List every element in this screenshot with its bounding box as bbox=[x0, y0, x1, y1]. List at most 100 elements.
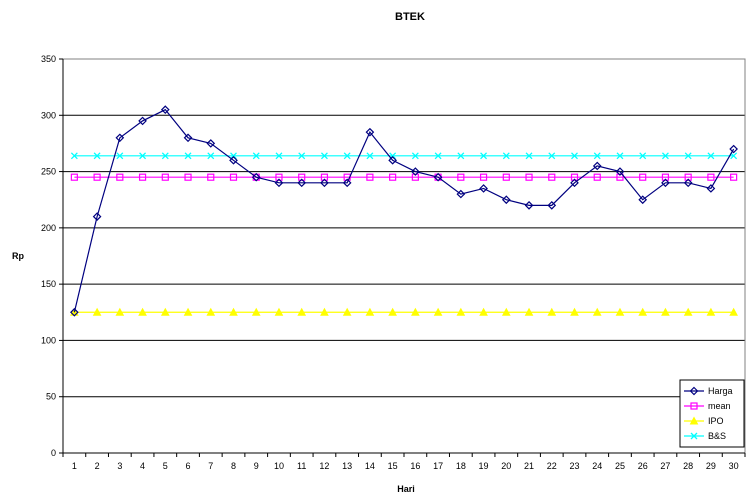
data-point-ipo bbox=[274, 307, 284, 316]
x-tick-label: 20 bbox=[501, 461, 511, 471]
x-tick-label: 10 bbox=[274, 461, 284, 471]
data-point-b-s bbox=[707, 152, 715, 160]
data-point-harga bbox=[297, 178, 307, 188]
x-tick-label: 30 bbox=[729, 461, 739, 471]
y-axis-label: Rp bbox=[12, 251, 24, 261]
x-tick-label: 21 bbox=[524, 461, 534, 471]
legend-label: B&S bbox=[708, 431, 726, 441]
data-point-mean bbox=[184, 173, 192, 181]
data-point-harga bbox=[274, 178, 284, 188]
data-point-harga bbox=[729, 144, 738, 154]
legend-item-harga: Harga bbox=[684, 386, 733, 396]
y-tick-label: 50 bbox=[46, 392, 56, 402]
data-point-mean bbox=[229, 173, 238, 181]
x-tick-label: 16 bbox=[410, 461, 420, 471]
data-point-ipo bbox=[433, 307, 443, 316]
legend-label: mean bbox=[708, 401, 731, 411]
x-tick-label: 12 bbox=[319, 461, 329, 471]
data-point-ipo bbox=[206, 307, 216, 316]
legend-marker bbox=[689, 416, 699, 425]
legend-item-ipo: IPO bbox=[684, 416, 724, 426]
data-point-mean bbox=[479, 173, 488, 181]
data-point-ipo bbox=[683, 307, 693, 316]
data-point-b-s bbox=[343, 152, 351, 160]
data-point-mean bbox=[730, 173, 738, 181]
data-point-mean bbox=[707, 173, 715, 181]
data-point-ipo bbox=[365, 307, 375, 316]
legend-item-b-s: B&S bbox=[684, 431, 726, 441]
legend-marker bbox=[690, 402, 698, 410]
data-point-mean bbox=[457, 173, 465, 181]
data-point-ipo bbox=[570, 307, 579, 316]
data-point-ipo bbox=[160, 307, 170, 316]
series-b-s bbox=[70, 152, 738, 160]
data-point-mean bbox=[616, 173, 624, 181]
data-point-harga bbox=[229, 155, 238, 165]
data-point-ipo bbox=[547, 307, 557, 316]
data-point-harga bbox=[92, 212, 102, 221]
data-point-b-s bbox=[593, 152, 601, 160]
data-point-ipo bbox=[297, 307, 307, 316]
data-point-harga bbox=[138, 116, 147, 126]
data-point-mean bbox=[661, 173, 670, 181]
x-tick-label: 27 bbox=[660, 461, 670, 471]
x-tick-label: 22 bbox=[547, 461, 557, 471]
data-point-mean bbox=[275, 173, 283, 181]
data-point-mean bbox=[684, 173, 692, 181]
series-mean bbox=[70, 173, 738, 181]
x-tick-label: 25 bbox=[615, 461, 625, 471]
legend: Harga mean IPO B&S bbox=[679, 379, 745, 448]
y-tick-label: 250 bbox=[41, 167, 56, 177]
data-point-ipo bbox=[411, 307, 420, 316]
x-tick-label: 18 bbox=[456, 461, 466, 471]
x-tick-label: 13 bbox=[342, 461, 352, 471]
x-tick-label: 24 bbox=[592, 461, 602, 471]
data-point-harga bbox=[570, 178, 579, 188]
x-tick-label: 8 bbox=[231, 461, 236, 471]
data-point-ipo bbox=[320, 307, 329, 316]
data-point-b-s bbox=[730, 152, 738, 160]
data-point-harga bbox=[342, 178, 352, 188]
x-tick-label: 11 bbox=[297, 461, 306, 471]
data-point-harga bbox=[501, 195, 511, 205]
data-point-harga bbox=[615, 167, 625, 176]
y-tick-label: 350 bbox=[41, 54, 56, 64]
data-point-b-s bbox=[252, 152, 260, 160]
data-point-b-s bbox=[139, 152, 147, 160]
x-tick-label: 3 bbox=[117, 461, 122, 471]
data-point-harga bbox=[661, 178, 670, 188]
data-point-harga bbox=[479, 184, 488, 193]
x-tick-label: 2 bbox=[95, 461, 100, 471]
data-point-b-s bbox=[230, 152, 237, 160]
data-point-harga bbox=[456, 189, 466, 199]
data-point-ipo bbox=[251, 307, 261, 316]
data-point-harga bbox=[365, 127, 375, 137]
data-point-ipo bbox=[524, 307, 534, 316]
data-point-ipo bbox=[229, 307, 238, 316]
data-point-ipo bbox=[729, 307, 738, 316]
data-point-ipo bbox=[138, 307, 147, 316]
data-point-b-s bbox=[70, 152, 78, 160]
data-point-ipo bbox=[615, 307, 625, 316]
data-point-b-s bbox=[457, 152, 465, 160]
x-tick-label: 9 bbox=[254, 461, 259, 471]
series-group bbox=[70, 105, 738, 317]
data-point-harga bbox=[388, 155, 397, 165]
data-point-harga bbox=[547, 200, 557, 210]
legend-label: Harga bbox=[708, 386, 733, 396]
data-point-harga bbox=[592, 161, 602, 171]
series-ipo bbox=[70, 307, 738, 316]
x-axis-label: Hari bbox=[397, 484, 415, 494]
x-tick-label: 1 bbox=[72, 461, 77, 471]
data-point-harga bbox=[115, 133, 125, 143]
data-point-mean bbox=[93, 173, 101, 181]
series-line-harga bbox=[73, 108, 735, 313]
data-point-mean bbox=[548, 173, 556, 181]
data-point-b-s bbox=[411, 152, 419, 160]
x-tick-label: 15 bbox=[388, 461, 398, 471]
data-point-ipo bbox=[661, 307, 670, 316]
data-point-ipo bbox=[115, 307, 125, 316]
data-point-harga bbox=[183, 133, 193, 143]
x-tick-label: 26 bbox=[638, 461, 648, 471]
